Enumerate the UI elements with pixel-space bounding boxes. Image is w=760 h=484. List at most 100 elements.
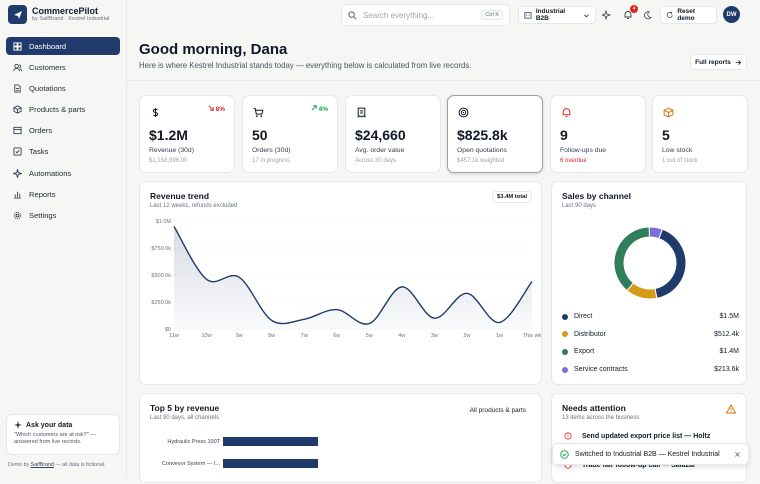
sidebar-item-settings[interactable]: Settings [6, 207, 120, 225]
theme-toggle[interactable] [638, 6, 656, 24]
y-tick-label: $500.0k [151, 273, 171, 279]
paper-plane-icon [8, 5, 27, 24]
sidebar-item-products-parts[interactable]: Products & parts [6, 101, 120, 119]
kpi-value: $24,660 [355, 127, 406, 143]
kpi-card[interactable]: $825.8k Open quotations $457.1k weighted [447, 95, 543, 173]
sidebar-item-orders[interactable]: Orders [6, 122, 120, 140]
kpi-value: 9 [560, 127, 568, 143]
channel-donut-chart [613, 226, 687, 300]
sidebar-item-label: Reports [29, 189, 56, 199]
donut-slice-service-contracts[interactable] [648, 226, 663, 240]
sidebar-item-label: Tasks [29, 147, 49, 157]
moon-icon [643, 10, 652, 19]
reset-demo-button[interactable]: Reset demo [660, 6, 717, 24]
close-icon[interactable] [734, 451, 741, 458]
brand-name: CommercePilot [32, 6, 99, 16]
sidebar-item-dashboard[interactable]: Dashboard [6, 37, 120, 55]
sidebar-item-label: Automations [29, 168, 72, 178]
x-tick-label: 8w [268, 333, 275, 339]
top5-bar-chart: Hydraulic Press 100T Conveyor System — I.… [162, 437, 318, 468]
toast-text: Switched to Industrial B2B — Kestrel Ind… [575, 450, 720, 458]
x-tick-label: 1w [496, 333, 503, 339]
trend-down-icon [208, 105, 214, 111]
page-title: Good morning, Dana [139, 41, 288, 58]
ask-text: "Which customers are at risk?" — answere… [14, 432, 96, 445]
y-tick-label: $250.0k [151, 300, 171, 306]
sidebar-item-automations[interactable]: Automations [6, 164, 120, 182]
ask-your-data-card[interactable]: Ask your data "Which customers are at ri… [6, 414, 120, 455]
kpi-delta-value: 8% [215, 106, 225, 113]
sidebar-item-label: Customers [29, 62, 66, 72]
avatar[interactable]: DW [723, 6, 740, 23]
legend-item: Distributor $512.4k [562, 331, 739, 338]
top5-subtitle: Last 90 days, all channels [150, 415, 220, 421]
building-icon [524, 12, 532, 19]
kpi-value: $1.2M [149, 127, 188, 143]
legend-label: Service contracts [574, 366, 628, 374]
top5-card: Top 5 by revenue Last 90 days, all chann… [139, 393, 542, 483]
sidebar-nav: Dashboard Customers Quotations Products & p… [6, 37, 120, 228]
kpi-value: $825.8k [457, 127, 508, 143]
x-tick-label: 10w [201, 333, 211, 339]
ai-assist-button[interactable] [598, 6, 616, 24]
footer-link[interactable]: SaifBrand [30, 462, 54, 468]
kpi-card[interactable]: 5 Low stock 1 out of stock [652, 95, 748, 173]
kpi-card[interactable]: 4% 50 Orders (30d) 17 in progress [242, 95, 338, 173]
tenant-selector[interactable]: Industrial B2B [518, 6, 596, 24]
x-tick-label: 7w [301, 333, 308, 339]
donut-slice-export[interactable] [613, 226, 650, 292]
arrow-right-icon [735, 59, 742, 65]
sidebar-item-label: Dashboard [29, 41, 67, 51]
package-icon [663, 107, 674, 118]
top5-filter[interactable]: All products & parts [469, 407, 526, 414]
legend-swatch [562, 331, 568, 338]
kpi-sub: 6 overdue [560, 158, 587, 164]
revenue-total-chip: $3.4M total [492, 191, 532, 203]
x-tick-label: 11w [169, 333, 179, 339]
brand-sub: by SaifBrand · Kestrel Industrial [32, 16, 110, 22]
trend-up-icon [311, 105, 317, 111]
revenue-subtitle: Last 12 weeks, refunds excluded [150, 203, 238, 209]
target-icon [458, 107, 469, 118]
demo-footer: Demo by SaifBrand — all data is fictiona… [8, 462, 105, 468]
reset-label: Reset demo [677, 8, 696, 22]
sparkle-icon [13, 168, 22, 178]
kpi-delta: 8% [208, 105, 225, 113]
bar[interactable] [223, 459, 318, 468]
x-tick-label: 6w [333, 333, 340, 339]
legend-item: Service contracts $213.6k [562, 366, 739, 373]
footer-prefix: Demo by [8, 462, 31, 468]
brand[interactable]: CommercePilot by SaifBrand · Kestrel Ind… [8, 5, 109, 24]
chart-icon [13, 191, 22, 199]
search-input[interactable]: Search everything... [363, 10, 435, 20]
sidebar-item-tasks[interactable]: Tasks [6, 143, 120, 161]
sidebar-item-quotations[interactable]: Quotations [6, 79, 120, 97]
kpi-label: Low stock [662, 147, 693, 154]
kpi-card[interactable]: 8% $1.2M Revenue (30d) $1,158,996.00 [139, 95, 235, 173]
gear-icon [13, 211, 22, 220]
sidebar-item-reports[interactable]: Reports [6, 185, 120, 203]
kpi-card[interactable]: $24,660 Avg. order value Across 30 days [345, 95, 441, 173]
grid-icon [13, 41, 22, 51]
box-icon [13, 105, 22, 114]
search-shortcut: Ctrl K [481, 10, 503, 20]
kpi-card[interactable]: 9 Follow-ups due 6 overdue [550, 95, 646, 173]
chevron-down-icon [584, 13, 589, 18]
notifications-button[interactable]: 4 [619, 5, 638, 24]
bar-label: Hydraulic Press 100T [167, 439, 220, 445]
bar[interactable] [223, 437, 318, 446]
search-bar[interactable]: Search everything... Ctrl K [341, 4, 510, 26]
receipt-icon [357, 107, 366, 118]
y-tick-label: $750.0k [151, 246, 171, 252]
kpi-sub: Across 30 days [355, 158, 397, 164]
legend-value: $1.4M [719, 348, 739, 356]
legend-label: Direct [574, 313, 593, 320]
alert-circle-icon [564, 432, 572, 440]
attention-item[interactable]: Send updated export price list — Holtz [564, 432, 710, 440]
donut-slice-direct[interactable] [654, 228, 687, 299]
kpi-value: 5 [662, 127, 670, 143]
x-tick-label: This wk [523, 333, 542, 339]
legend-item: Direct $1.5M [562, 313, 739, 320]
sidebar-item-customers[interactable]: Customers [6, 58, 120, 76]
full-reports-button[interactable]: Full reports [690, 54, 747, 70]
